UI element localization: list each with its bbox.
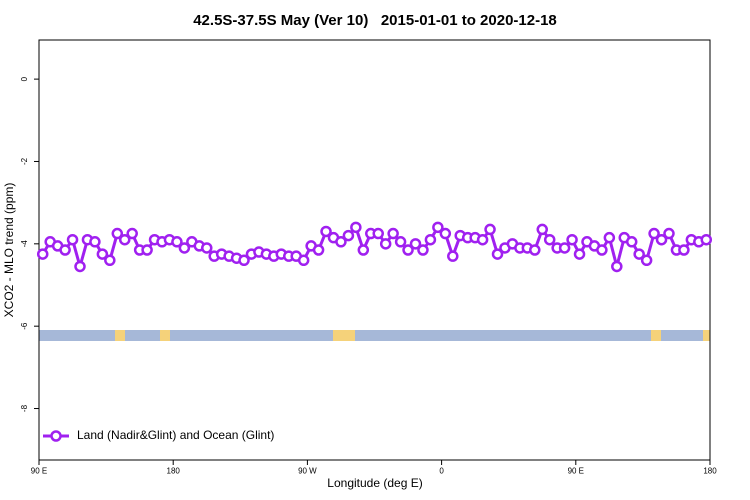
x-axis-label: Longitude (deg E) bbox=[327, 476, 422, 490]
data-point bbox=[439, 227, 452, 240]
x-tick-label: 90 W bbox=[298, 467, 317, 476]
data-point bbox=[566, 233, 578, 246]
data-point bbox=[394, 236, 407, 248]
data-point bbox=[484, 223, 496, 236]
x-tick-label: 180 bbox=[167, 467, 181, 476]
data-point bbox=[625, 236, 638, 248]
data-point bbox=[432, 221, 444, 234]
land-patch bbox=[333, 330, 355, 341]
data-point bbox=[543, 233, 556, 246]
data-point bbox=[297, 254, 310, 267]
y-tick-label: -2 bbox=[20, 157, 29, 165]
y-axis-label: XCO2 - MLO trend (ppm) bbox=[2, 183, 16, 318]
legend-label: Land (Nadir&Glint) and Ocean (Glint) bbox=[77, 428, 274, 442]
data-point bbox=[342, 229, 355, 242]
data-point bbox=[476, 233, 489, 246]
y-tick-label: -4 bbox=[20, 240, 29, 248]
data-point bbox=[89, 236, 101, 248]
land-patch bbox=[160, 330, 170, 341]
data-point bbox=[141, 244, 153, 256]
chart-title: 42.5S-37.5S May (Ver 10) 2015-01-01 to 2… bbox=[193, 12, 557, 29]
data-point bbox=[312, 244, 325, 256]
data-point bbox=[633, 248, 645, 260]
x-tick-label: 0 bbox=[439, 467, 444, 476]
data-point bbox=[357, 244, 370, 256]
data-point bbox=[104, 254, 116, 267]
data-point bbox=[66, 233, 79, 246]
y-tick-label: -8 bbox=[20, 404, 29, 412]
land-patch bbox=[115, 330, 125, 341]
data-point bbox=[536, 223, 548, 236]
y-tick-label: 0 bbox=[20, 76, 29, 81]
data-point bbox=[111, 227, 124, 240]
data-point bbox=[126, 227, 138, 240]
data-point bbox=[640, 254, 653, 267]
data-point bbox=[350, 221, 362, 234]
data-point bbox=[74, 260, 86, 273]
data-point bbox=[700, 233, 713, 246]
data-point bbox=[372, 227, 384, 240]
ocean-band bbox=[39, 330, 710, 341]
data-point bbox=[387, 227, 399, 240]
data-point bbox=[648, 227, 660, 240]
land-patch bbox=[703, 330, 710, 341]
data-point bbox=[171, 236, 183, 248]
x-tick-label: 90 E bbox=[568, 467, 584, 476]
data-point bbox=[201, 242, 213, 254]
data-point bbox=[409, 238, 422, 250]
data-point bbox=[402, 244, 414, 256]
data-point bbox=[678, 244, 690, 256]
data-point bbox=[96, 248, 109, 260]
data-point bbox=[558, 242, 571, 254]
data-point bbox=[320, 225, 332, 238]
data-point bbox=[491, 248, 504, 260]
data-point bbox=[529, 244, 541, 256]
legend-marker bbox=[50, 430, 62, 442]
data-point bbox=[118, 233, 131, 246]
data-point bbox=[424, 233, 437, 246]
data-point bbox=[447, 250, 459, 262]
x-tick-label: 90 E bbox=[31, 467, 47, 476]
land-patch bbox=[651, 330, 661, 341]
data-point bbox=[178, 242, 191, 254]
x-tick-label: 180 bbox=[703, 467, 717, 476]
y-tick-label: -6 bbox=[20, 322, 29, 330]
data-point bbox=[238, 254, 250, 267]
data-point bbox=[573, 248, 586, 260]
data-point bbox=[603, 231, 616, 244]
data-point bbox=[596, 244, 608, 256]
surface-band bbox=[39, 330, 710, 341]
data-point bbox=[335, 236, 347, 248]
data-point bbox=[59, 244, 71, 256]
data-point bbox=[663, 227, 675, 240]
data-point bbox=[379, 238, 392, 250]
data-point bbox=[417, 244, 429, 256]
data-point bbox=[611, 260, 623, 273]
data-point bbox=[36, 248, 49, 260]
data-point bbox=[655, 233, 668, 246]
